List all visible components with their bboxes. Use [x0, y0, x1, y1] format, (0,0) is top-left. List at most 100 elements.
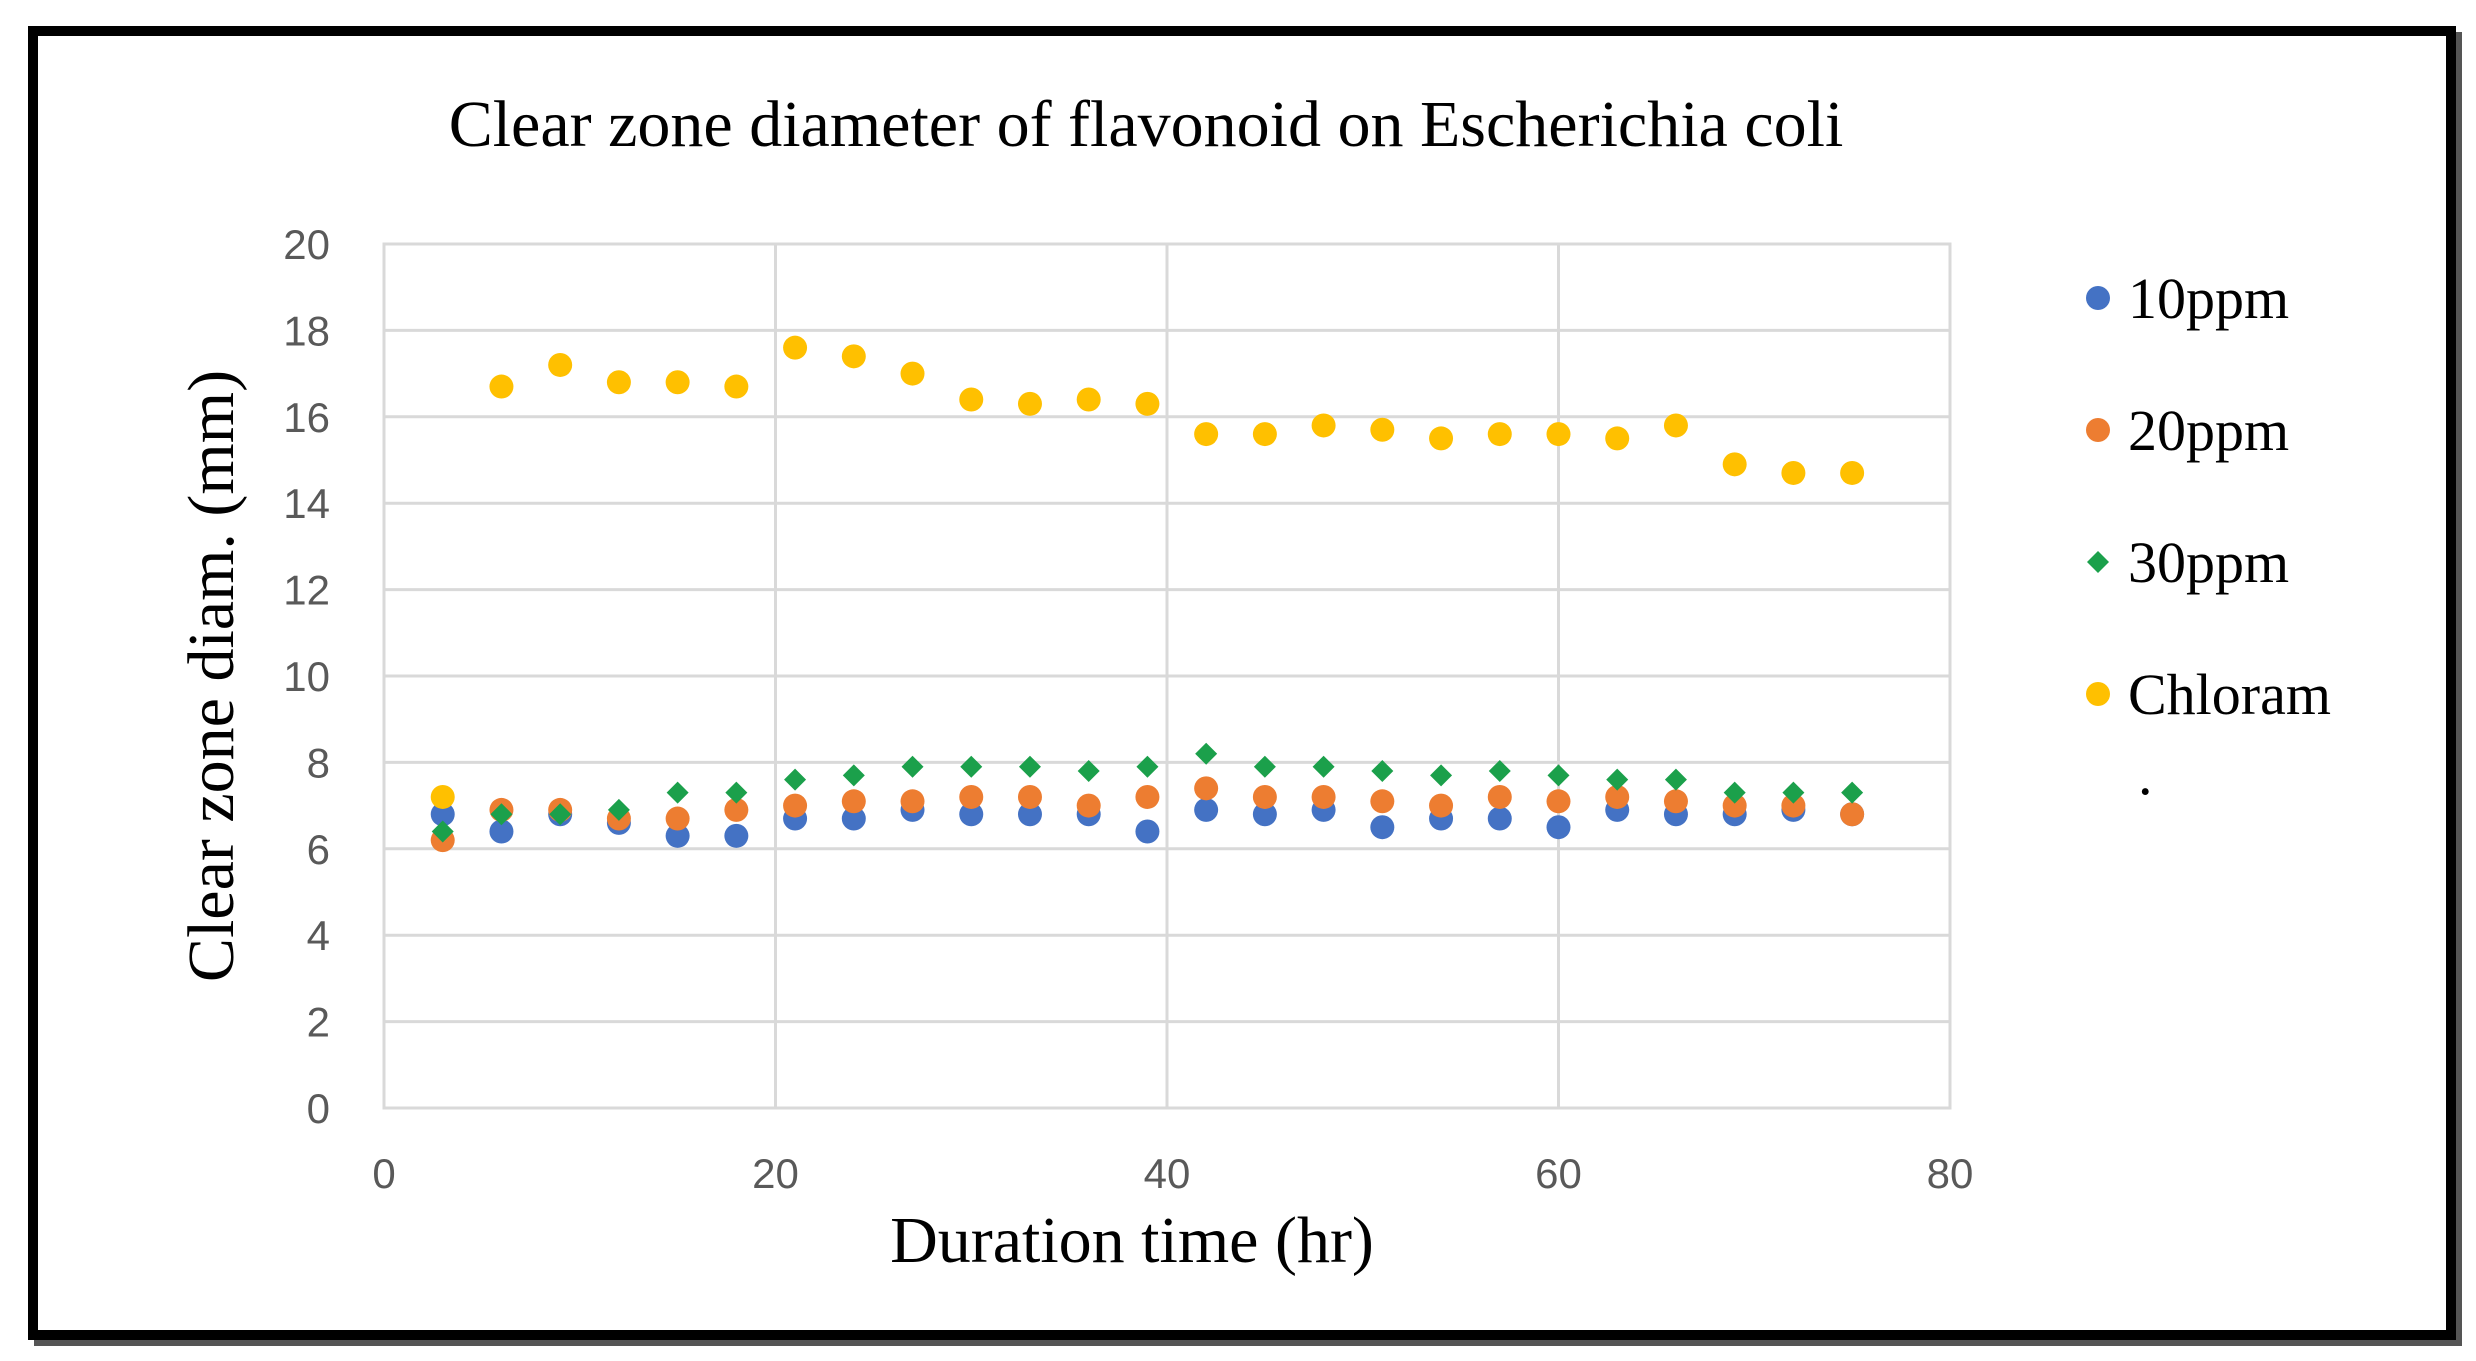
- data-point: [1606, 768, 1629, 791]
- data-point: [489, 374, 514, 399]
- data-point: [1017, 784, 1042, 809]
- legend-marker: [2086, 682, 2110, 706]
- data-point: [1663, 413, 1688, 438]
- y-tick-label: 10: [283, 653, 330, 700]
- legend-marker: [2087, 551, 2109, 573]
- data-point: [489, 819, 514, 844]
- x-tick-label: 20: [752, 1150, 799, 1197]
- data-point: [1840, 802, 1865, 827]
- data-point: [900, 361, 925, 386]
- data-point: [1018, 755, 1041, 778]
- data-point: [1781, 793, 1806, 818]
- chart-frame: Clear zone diameter of flavonoid on Esch…: [28, 26, 2456, 1340]
- data-point: [1723, 781, 1746, 804]
- data-point: [959, 802, 984, 827]
- data-point: [1430, 764, 1453, 787]
- data-point: [1429, 793, 1454, 818]
- legend-label: 20ppm: [2128, 398, 2289, 463]
- data-point: [1487, 784, 1512, 809]
- series-3: [430, 335, 1865, 809]
- series-2: [431, 742, 1864, 843]
- legend-label: Chloram: [2128, 662, 2331, 727]
- chart: Clear zone diameter of flavonoid on Esch…: [175, 88, 2331, 1277]
- data-point: [1547, 764, 1570, 787]
- data-point: [1429, 426, 1454, 451]
- x-tick-label: 80: [1927, 1150, 1974, 1197]
- y-tick-label: 12: [283, 567, 330, 614]
- data-point: [490, 803, 513, 826]
- data-point: [842, 764, 865, 787]
- data-point: [549, 803, 572, 826]
- data-point: [725, 781, 748, 804]
- x-tick-label: 0: [372, 1150, 395, 1197]
- data-point: [1664, 768, 1687, 791]
- data-point: [1252, 422, 1277, 447]
- data-point: [1371, 760, 1394, 783]
- y-tick-label: 16: [283, 394, 330, 441]
- data-points: [430, 335, 1865, 853]
- data-point: [1722, 793, 1747, 818]
- legend-trailing-mark: .: [2138, 742, 2153, 807]
- legend-label: 10ppm: [2128, 266, 2289, 331]
- y-tick-label: 20: [283, 221, 330, 268]
- data-point: [1253, 755, 1276, 778]
- data-point: [724, 374, 749, 399]
- x-axis-label: Duration time (hr): [890, 1204, 1374, 1277]
- data-point: [1722, 452, 1747, 477]
- legend-marker: [2086, 286, 2110, 310]
- data-point: [548, 352, 573, 377]
- data-point: [1135, 784, 1160, 809]
- data-point: [901, 755, 924, 778]
- data-point: [1841, 781, 1864, 804]
- data-point: [666, 781, 689, 804]
- y-axis-label: Clear zone diam. (mm): [175, 370, 248, 982]
- data-point: [959, 784, 984, 809]
- data-point: [724, 797, 749, 822]
- y-axis-ticks: 0 2 4 6 8 10 12 14 16 18 20: [283, 221, 330, 1132]
- data-point: [1605, 784, 1630, 809]
- x-tick-label: 40: [1144, 1150, 1191, 1197]
- y-tick-label: 4: [307, 912, 330, 959]
- data-point: [430, 802, 455, 827]
- data-point: [1840, 460, 1865, 485]
- data-point: [1194, 797, 1219, 822]
- data-point: [1252, 784, 1277, 809]
- data-point: [1370, 815, 1395, 840]
- data-point: [1488, 760, 1511, 783]
- y-tick-label: 14: [283, 480, 330, 527]
- y-tick-label: 18: [283, 307, 330, 354]
- data-point: [1194, 776, 1219, 801]
- data-point: [1017, 391, 1042, 416]
- data-point: [1546, 789, 1571, 814]
- data-point: [841, 344, 866, 369]
- data-point: [665, 823, 690, 848]
- data-point: [430, 784, 455, 809]
- data-point: [606, 370, 631, 395]
- data-point: [900, 789, 925, 814]
- data-point: [1781, 460, 1806, 485]
- data-point: [1311, 784, 1336, 809]
- data-point: [784, 768, 807, 791]
- data-point: [841, 789, 866, 814]
- data-point: [1076, 793, 1101, 818]
- data-point: [783, 335, 808, 360]
- data-point: [1605, 426, 1630, 451]
- data-point: [1252, 802, 1277, 827]
- data-point: [1135, 391, 1160, 416]
- x-axis-ticks: 0 20 40 60 80: [372, 1150, 1973, 1197]
- data-point: [1195, 742, 1218, 765]
- y-tick-label: 6: [307, 826, 330, 873]
- data-point: [431, 820, 454, 843]
- data-point: [1312, 755, 1335, 778]
- chart-title: Clear zone diameter of flavonoid on Esch…: [449, 88, 1844, 161]
- data-point: [1135, 819, 1160, 844]
- data-point: [1370, 417, 1395, 442]
- data-point: [665, 806, 690, 831]
- data-point: [1311, 413, 1336, 438]
- data-point: [783, 793, 808, 818]
- data-point: [1487, 806, 1512, 831]
- y-tick-label: 2: [307, 999, 330, 1046]
- data-point: [1487, 422, 1512, 447]
- series-1: [430, 776, 1865, 853]
- data-point: [1136, 755, 1159, 778]
